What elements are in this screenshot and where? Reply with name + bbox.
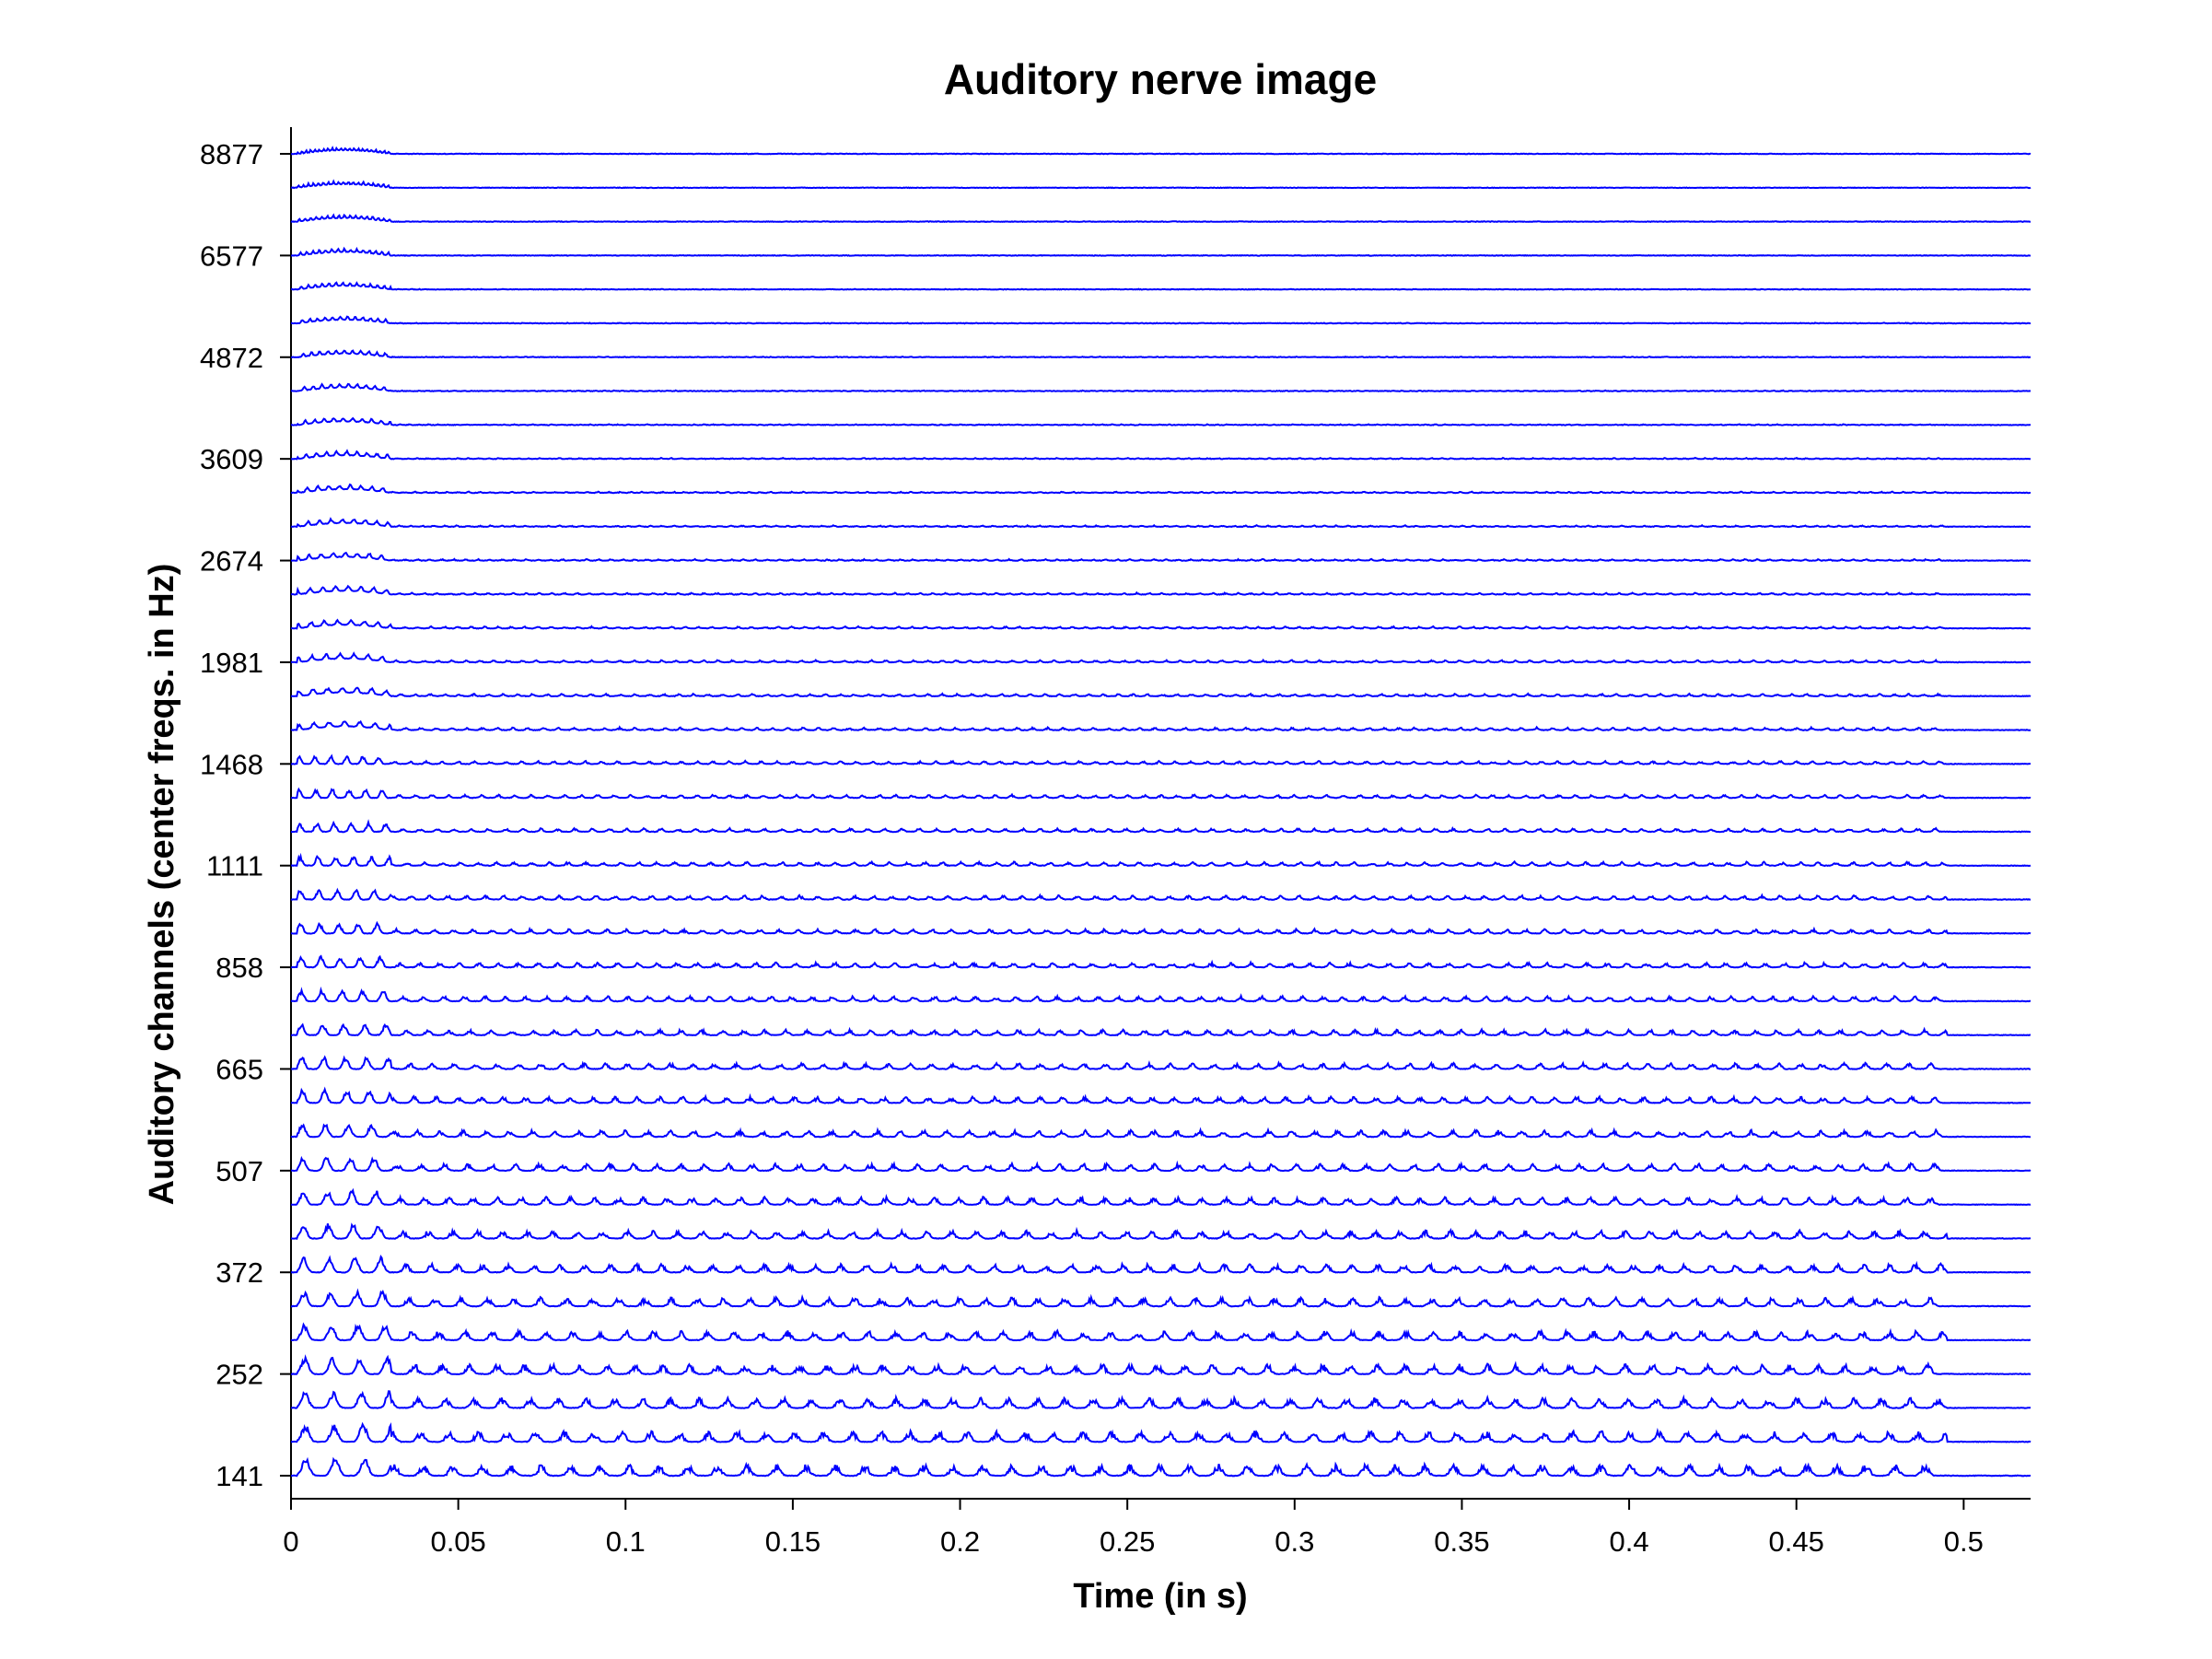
channel-trace-24 (290, 686, 2032, 698)
y-tick-label: 858 (215, 952, 263, 984)
y-tick-label: 1981 (200, 647, 263, 679)
x-tick-label: 0.5 (1944, 1525, 1984, 1558)
channel-trace-32 (290, 416, 2032, 426)
x-tick-label: 0.2 (940, 1525, 980, 1558)
channel-trace-27 (290, 584, 2031, 596)
y-tick-label: 665 (215, 1053, 263, 1085)
y-tick-label: 141 (215, 1460, 263, 1492)
axes (290, 127, 2031, 1500)
y-tick-label: 1468 (200, 748, 263, 780)
channel-trace-30 (290, 483, 2032, 495)
x-tick-label: 0.1 (606, 1525, 646, 1558)
channel-trace-16 (290, 954, 2032, 969)
channel-trace-14 (290, 1022, 2031, 1037)
channel-trace-34 (290, 349, 2031, 359)
y-tick-label: 252 (215, 1359, 263, 1391)
x-tick-label: 0.25 (1100, 1525, 1155, 1558)
channel-trace-1 (290, 1456, 2032, 1478)
x-ticks: 0 0.05 0.1 0.15 0.2 0.25 0.3 0.35 0.4 0.45 0.5 (283, 1499, 1984, 1558)
channel-trace-13 (290, 1055, 2032, 1070)
y-tick-label: 3609 (200, 443, 263, 475)
y-ticks: 141 252 372 507 665 858 1111 1468 1981 2674 3609 48… (200, 138, 291, 1492)
channel-trace-36 (291, 281, 2031, 291)
y-tick-label: 4872 (200, 342, 263, 374)
chart-title: Auditory nerve image (944, 55, 1377, 103)
channel-trace-39 (290, 179, 2032, 190)
channel-trace-28 (290, 551, 2032, 562)
channel-trace-29 (290, 517, 2032, 529)
channel-trace-23 (290, 719, 2032, 731)
channel-trace-19 (290, 852, 2032, 868)
channel-trace-22 (290, 754, 2031, 765)
y-tick-label: 507 (215, 1155, 263, 1187)
channel-trace-17 (291, 920, 2032, 935)
channel-trace-33 (290, 382, 2032, 393)
channel-trace-2 (290, 1421, 2032, 1443)
y-axis-label: Auditory channels (center freqs. in Hz) (143, 564, 181, 1206)
channel-trace-3 (290, 1390, 2032, 1409)
channel-trace-12 (290, 1086, 2032, 1104)
channel-trace-25 (290, 651, 2032, 664)
channel-trace-6 (290, 1288, 2031, 1308)
y-tick-label: 6577 (200, 240, 263, 272)
channel-trace-8 (290, 1222, 2032, 1240)
channel-trace-7 (290, 1254, 2032, 1274)
channel-trace-31 (290, 449, 2032, 461)
channel-trace-20 (291, 819, 2032, 834)
y-tick-label: 372 (215, 1256, 263, 1289)
x-tick-label: 0.35 (1434, 1525, 1489, 1558)
x-tick-label: 0.15 (765, 1525, 821, 1558)
x-tick-label: 0.05 (430, 1525, 485, 1558)
y-tick-label: 1111 (206, 850, 263, 882)
channel-trace-18 (290, 887, 2032, 901)
y-tick-label: 8877 (200, 138, 263, 170)
channel-trace-5 (290, 1322, 2032, 1342)
channel-traces (290, 146, 2032, 1478)
x-tick-label: 0.45 (1769, 1525, 1824, 1558)
channel-trace-35 (291, 315, 2032, 325)
channel-trace-11 (290, 1123, 2032, 1139)
channel-trace-37 (290, 246, 2032, 257)
y-tick-label: 2674 (200, 545, 263, 578)
x-tick-label: 0.4 (1610, 1525, 1649, 1558)
x-tick-label: 0.3 (1275, 1525, 1314, 1558)
x-axis-label: Time (in s) (1073, 1577, 1247, 1616)
channel-trace-10 (290, 1155, 2032, 1173)
channel-trace-38 (290, 213, 2032, 224)
channel-trace-4 (290, 1354, 2032, 1376)
channel-trace-9 (290, 1187, 2032, 1207)
channel-trace-26 (290, 618, 2032, 630)
channel-trace-15 (290, 986, 2032, 1003)
channel-trace-40 (290, 146, 2032, 156)
x-tick-label: 0 (283, 1525, 298, 1558)
channel-trace-21 (290, 787, 2032, 800)
